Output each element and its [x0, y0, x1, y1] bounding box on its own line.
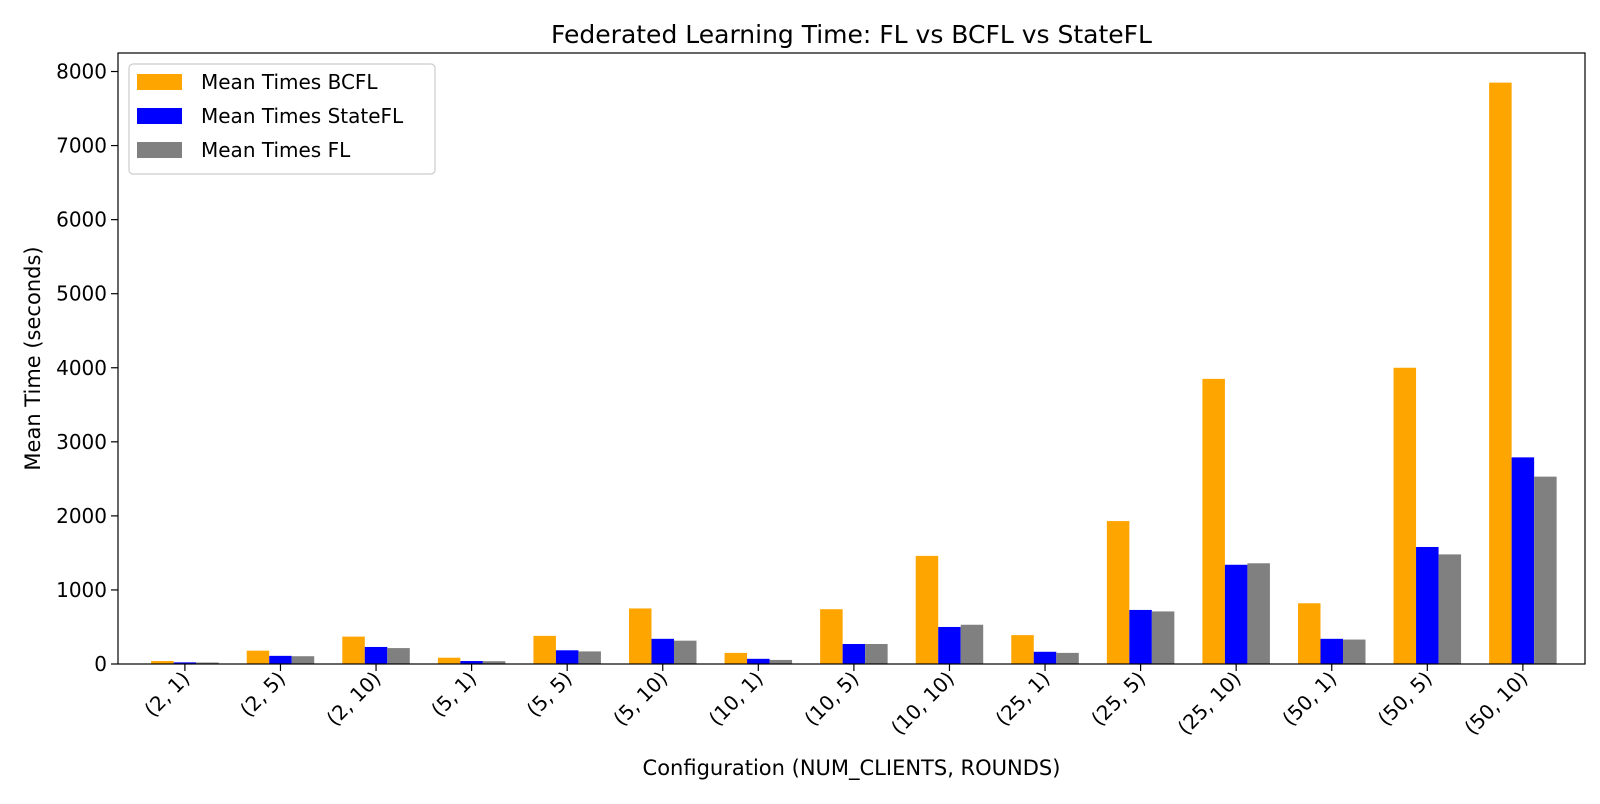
y-tick-label: 1000	[56, 578, 107, 602]
bar-25-10-series-1	[1224, 564, 1248, 664]
bar-25-10-series-2	[1247, 563, 1270, 664]
bar-10-1-series-1	[747, 658, 770, 664]
bar-25-5-series-1	[1129, 609, 1152, 664]
bar-10-5-series-0	[820, 609, 843, 664]
bar-5-1-series-1	[460, 661, 483, 664]
bar-5-5-series-0	[533, 635, 556, 664]
bar-50-10-series-1	[1511, 457, 1535, 664]
bar-25-1-series-1	[1033, 651, 1057, 664]
bars-group	[151, 82, 1557, 664]
bar-2-10-series-1	[364, 646, 388, 664]
legend-box	[128, 63, 436, 175]
bar-5-10-series-1	[651, 638, 674, 664]
legend-label-1: Mean Times StateFL	[201, 104, 404, 128]
legend-swatch-0	[137, 74, 182, 90]
bar-5-1-series-2	[482, 661, 506, 664]
y-tick-label: 7000	[56, 134, 107, 158]
y-tick-label: 8000	[56, 60, 107, 84]
bar-25-1-series-2	[1056, 652, 1079, 664]
bar-25-10-series-0	[1202, 378, 1225, 664]
legend-label-2: Mean Times FL	[201, 138, 351, 162]
bar-50-5-series-1	[1416, 546, 1439, 664]
y-tick-label: 5000	[56, 282, 107, 306]
y-tick-label: 0	[94, 652, 107, 676]
bar-2-5-series-2	[291, 656, 315, 664]
y-tick-label: 3000	[56, 430, 107, 454]
bar-5-10-series-2	[673, 640, 697, 664]
bar-10-1-series-2	[769, 659, 793, 664]
bar-2-10-series-2	[387, 648, 410, 664]
y-tick-label: 4000	[56, 356, 107, 380]
bar-5-1-series-0	[437, 657, 461, 664]
bar-50-1-series-2	[1342, 639, 1366, 664]
bar-10-5-series-1	[842, 644, 866, 664]
y-axis: 0 1000 2000 3000 4000 5000 6000 7000 8000	[56, 60, 118, 676]
plot-frame	[117, 52, 1586, 665]
bar-25-5-series-0	[1106, 521, 1130, 664]
bar-10-1-series-0	[724, 652, 748, 664]
bar-5-5-series-2	[578, 651, 601, 664]
bar-50-10-series-0	[1489, 82, 1512, 664]
bar-50-1-series-0	[1297, 603, 1321, 664]
x-axis-label: Configuration (NUM_CLIENTS, ROUNDS)	[643, 756, 1061, 781]
bar-2-5-series-1	[269, 655, 292, 664]
y-tick-label: 6000	[56, 208, 107, 232]
y-tick-label: 2000	[56, 504, 107, 528]
bar-50-5-series-0	[1393, 367, 1417, 664]
bar-10-10-series-1	[938, 626, 961, 664]
chart-title: Federated Learning Time: FL vs BCFL vs S…	[551, 20, 1152, 49]
bar-50-5-series-2	[1438, 554, 1462, 664]
legend-swatch-1	[137, 108, 182, 124]
legend-label-0: Mean Times BCFL	[201, 70, 378, 94]
bar-25-5-series-2	[1151, 611, 1175, 664]
bar-50-10-series-2	[1534, 476, 1557, 664]
legend: Mean Times BCFL Mean Times StateFL Mean Ti…	[128, 63, 436, 175]
bar-2-1-series-2	[196, 662, 219, 664]
legend-swatch-2	[137, 142, 182, 158]
bar-10-10-series-2	[960, 624, 984, 664]
bar-50-1-series-1	[1320, 638, 1343, 664]
bar-10-10-series-0	[915, 555, 939, 664]
bar-2-10-series-0	[342, 636, 365, 664]
bar-5-5-series-1	[555, 650, 579, 664]
bar-25-1-series-0	[1011, 635, 1034, 664]
bar-2-5-series-0	[246, 650, 270, 664]
bar-10-5-series-2	[865, 644, 888, 664]
bar-2-1-series-1	[173, 662, 197, 664]
y-axis-label: Mean Time (seconds)	[21, 246, 45, 470]
bar-2-1-series-0	[151, 661, 174, 664]
bar-5-10-series-0	[628, 608, 652, 664]
